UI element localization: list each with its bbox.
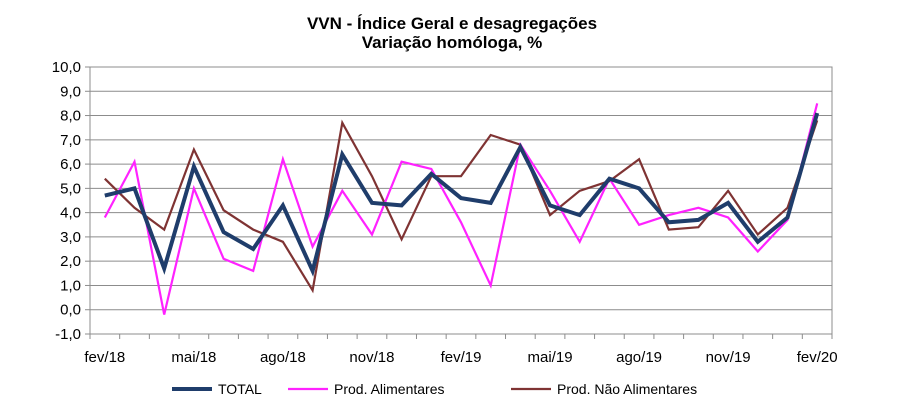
y-tick-label: 6,0 [60,156,81,173]
legend-label: TOTAL [218,381,262,397]
y-tick-label: 10,0 [52,59,81,76]
x-tick-label: mai/18 [171,349,216,366]
chart-subtitle: Variação homóloga, % [362,33,542,52]
x-tick-label: nov/18 [349,349,394,366]
y-tick-label: 2,0 [60,253,81,270]
series-line-alimentares [103,103,819,315]
x-tick-label: mai/19 [528,349,573,366]
y-tick-label: 8,0 [60,108,81,125]
series-line-nao-alimentares [104,119,819,294]
series-line-total [104,112,820,277]
chart-title: VVN - Índice Geral e desagregações [307,14,597,33]
legend-item-nao-alimentares: Prod. Não Alimentares [511,381,697,397]
series-lines [103,103,820,315]
x-tick-label: ago/18 [260,349,306,366]
x-axis-ticks: fev/18 mai/18 ago/18 nov/18 fev/19 mai/19 ago/… [84,334,838,366]
legend-item-alimentares: Prod. Alimentares [288,381,445,397]
legend: TOTAL Prod. Alimentares Prod. Não Alimenta… [172,381,697,397]
y-tick-label: -1,0 [55,326,81,343]
y-tick-label: 1,0 [60,277,81,294]
x-tick-label: fev/20 [797,349,838,366]
y-tick-label: 3,0 [60,229,81,246]
x-tick-label: fev/19 [441,349,482,366]
x-tick-label: nov/19 [706,349,751,366]
y-tick-label: 9,0 [60,83,81,100]
x-tick-label: fev/18 [84,349,125,366]
y-tick-label: 0,0 [60,302,81,319]
legend-label: Prod. Não Alimentares [557,381,697,397]
y-tick-label: 7,0 [60,132,81,149]
plot-area [89,66,833,335]
y-tick-label: 4,0 [60,205,81,222]
y-axis-ticks: -1,0 0,0 1,0 2,0 3,0 4,0 5,0 6,0 7,0 8,0 9,0 10,0 [52,59,90,343]
x-tick-label: ago/19 [616,349,662,366]
legend-label: Prod. Alimentares [334,381,445,397]
y-tick-label: 5,0 [60,180,81,197]
legend-item-total: TOTAL [172,381,262,397]
